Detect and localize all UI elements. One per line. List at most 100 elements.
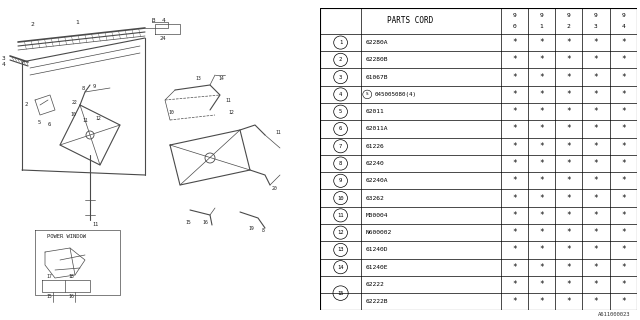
Text: *: *: [566, 159, 571, 168]
Text: 10: 10: [168, 109, 173, 115]
Text: *: *: [539, 90, 544, 99]
Text: 61240D: 61240D: [366, 247, 388, 252]
Text: *: *: [512, 124, 516, 133]
Text: *: *: [539, 211, 544, 220]
Text: *: *: [566, 263, 571, 272]
Text: 4: 4: [339, 92, 342, 97]
Text: 11: 11: [82, 117, 88, 123]
Text: *: *: [566, 211, 571, 220]
Text: 3: 3: [152, 18, 156, 22]
Text: 4: 4: [162, 18, 166, 22]
Text: 11: 11: [225, 98, 231, 102]
Text: *: *: [539, 228, 544, 237]
Text: 7: 7: [339, 144, 342, 149]
Text: 10: 10: [337, 196, 344, 201]
Text: 11: 11: [275, 130, 281, 134]
Text: 11: 11: [337, 213, 344, 218]
Text: 13: 13: [337, 247, 344, 252]
Text: *: *: [594, 90, 598, 99]
Text: POWER WINDOW: POWER WINDOW: [47, 235, 86, 239]
Text: *: *: [512, 73, 516, 82]
Text: *: *: [621, 90, 625, 99]
Text: 1: 1: [540, 24, 543, 29]
Text: *: *: [539, 159, 544, 168]
Text: *: *: [512, 159, 516, 168]
Text: *: *: [539, 107, 544, 116]
Text: *: *: [566, 107, 571, 116]
Text: M00004: M00004: [366, 213, 388, 218]
Text: 62011A: 62011A: [366, 126, 388, 132]
Text: 14: 14: [218, 76, 224, 81]
Text: 63262: 63262: [366, 196, 385, 201]
Text: *: *: [594, 194, 598, 203]
Text: *: *: [512, 90, 516, 99]
Text: *: *: [621, 263, 625, 272]
Text: *: *: [539, 142, 544, 151]
Text: *: *: [539, 176, 544, 185]
Text: *: *: [594, 280, 598, 289]
Text: *: *: [621, 245, 625, 254]
Text: *: *: [594, 124, 598, 133]
Text: 8: 8: [339, 161, 342, 166]
Text: *: *: [512, 194, 516, 203]
Text: 62280B: 62280B: [366, 57, 388, 62]
Text: *: *: [512, 228, 516, 237]
Text: *: *: [594, 38, 598, 47]
Text: *: *: [512, 176, 516, 185]
Text: 22: 22: [72, 100, 77, 105]
Text: 5: 5: [339, 109, 342, 114]
Text: 0: 0: [513, 24, 516, 29]
Text: *: *: [512, 263, 516, 272]
Text: *: *: [621, 38, 625, 47]
Text: *: *: [539, 55, 544, 64]
Text: *: *: [566, 142, 571, 151]
Text: *: *: [566, 297, 571, 306]
Text: 14: 14: [337, 265, 344, 270]
Text: *: *: [594, 228, 598, 237]
Text: *: *: [566, 194, 571, 203]
Text: N600002: N600002: [366, 230, 392, 235]
Text: 24: 24: [160, 36, 166, 41]
Text: 15: 15: [46, 293, 52, 299]
Text: *: *: [621, 55, 625, 64]
Text: 2: 2: [25, 102, 28, 108]
Text: 9: 9: [339, 178, 342, 183]
Text: *: *: [594, 211, 598, 220]
Text: 62011: 62011: [366, 109, 385, 114]
Text: 8: 8: [82, 85, 85, 91]
Text: 1: 1: [75, 20, 79, 25]
Text: 9: 9: [621, 13, 625, 18]
Text: 17: 17: [46, 275, 52, 279]
Text: 9: 9: [594, 13, 598, 18]
Text: 6: 6: [48, 122, 51, 126]
Text: 19: 19: [248, 226, 253, 230]
Text: *: *: [566, 38, 571, 47]
Text: 2: 2: [30, 21, 34, 27]
Text: 10: 10: [70, 113, 76, 117]
Text: *: *: [566, 245, 571, 254]
Text: *: *: [566, 124, 571, 133]
Text: 9: 9: [513, 13, 516, 18]
Text: 12: 12: [95, 116, 100, 121]
Text: *: *: [512, 280, 516, 289]
Text: *: *: [594, 176, 598, 185]
Text: *: *: [621, 159, 625, 168]
Text: *: *: [621, 297, 625, 306]
Text: 62280A: 62280A: [366, 40, 388, 45]
Text: *: *: [594, 55, 598, 64]
Text: *: *: [566, 90, 571, 99]
Text: *: *: [539, 245, 544, 254]
Text: 1: 1: [339, 40, 342, 45]
Text: *: *: [594, 245, 598, 254]
Text: *: *: [539, 38, 544, 47]
Text: *: *: [621, 124, 625, 133]
Text: *: *: [512, 245, 516, 254]
Text: *: *: [566, 55, 571, 64]
Text: 3: 3: [594, 24, 598, 29]
Text: 16: 16: [68, 293, 74, 299]
Text: *: *: [594, 142, 598, 151]
Text: S: S: [366, 92, 369, 96]
Text: *: *: [621, 228, 625, 237]
Text: 2: 2: [339, 57, 342, 62]
Text: *: *: [512, 211, 516, 220]
